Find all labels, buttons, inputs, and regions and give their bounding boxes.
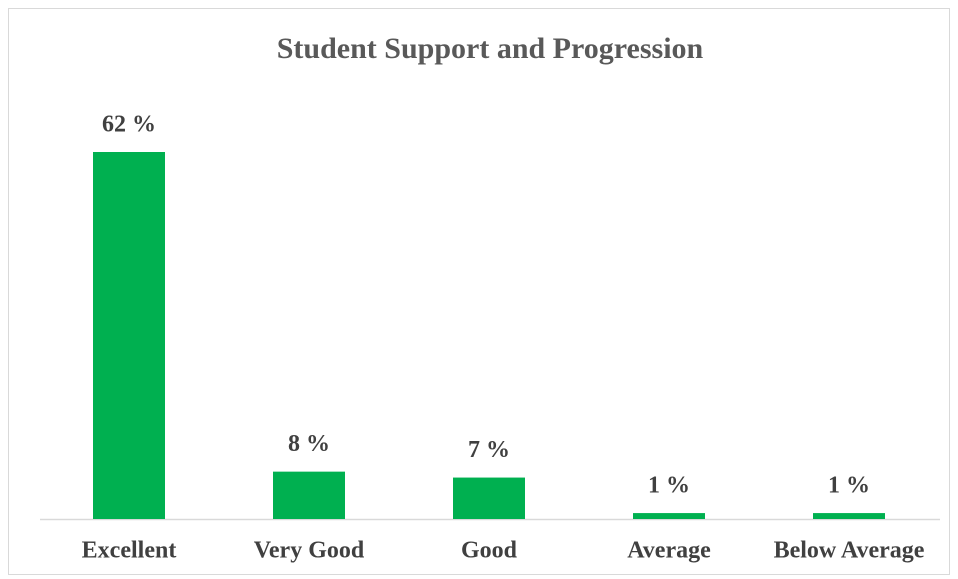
x-tick-label: Good xyxy=(461,538,518,564)
bar xyxy=(633,513,705,519)
data-label: 8 % xyxy=(288,431,330,457)
bar xyxy=(813,513,885,519)
bar xyxy=(453,477,525,519)
data-label: 1 % xyxy=(828,473,870,499)
x-tick-label: Below Average xyxy=(774,538,925,564)
x-tick-label: Average xyxy=(627,538,711,564)
bar xyxy=(273,471,345,519)
chart-title: Student Support and Progression xyxy=(277,32,704,65)
x-tick-label: Very Good xyxy=(254,538,365,564)
data-label: 62 % xyxy=(102,112,156,138)
data-label: 7 % xyxy=(468,437,510,463)
x-tick-label: Excellent xyxy=(82,538,177,564)
data-label: 1 % xyxy=(648,473,690,499)
bar xyxy=(93,152,165,519)
